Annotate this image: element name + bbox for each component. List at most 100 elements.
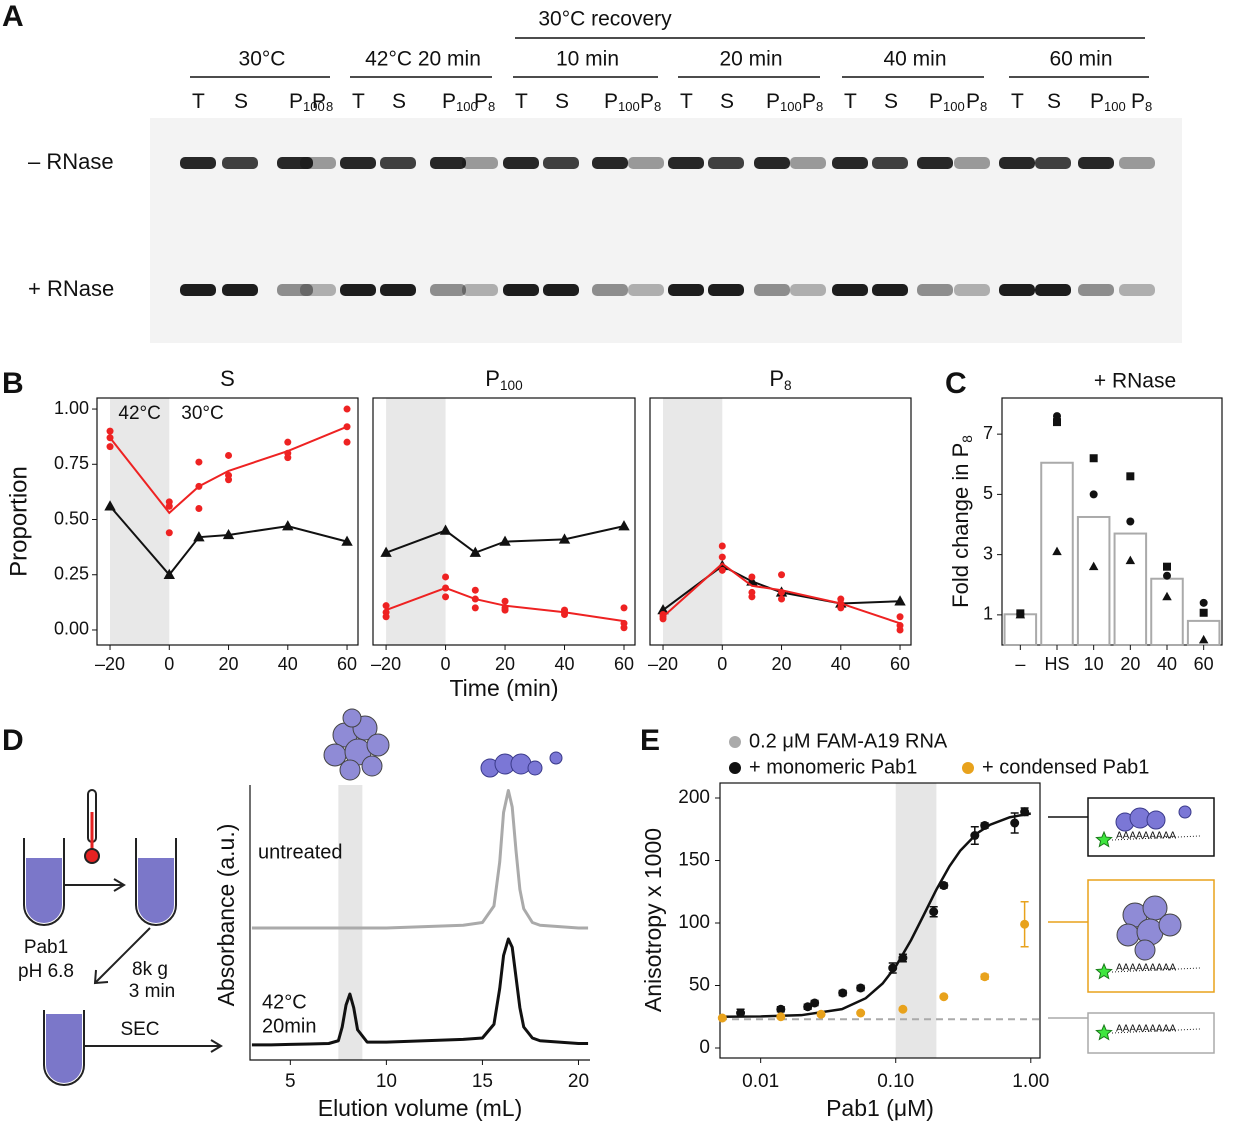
replicate-dot xyxy=(718,542,726,550)
label: S xyxy=(220,366,235,391)
shaded-region xyxy=(110,398,170,645)
gel-band xyxy=(380,284,416,296)
legend-label: 0.2 μM FAM-A19 RNA xyxy=(749,730,948,752)
label-text: Fold change in P xyxy=(948,443,973,608)
x-tick-label: 0.10 xyxy=(877,1071,914,1092)
data-point xyxy=(803,1002,813,1012)
circle-marker xyxy=(1163,571,1171,580)
triangle-marker xyxy=(1088,561,1099,571)
gel-row-label: + RNase xyxy=(28,276,114,301)
gel-band xyxy=(222,157,258,169)
gel-band xyxy=(708,157,744,169)
triangle-marker xyxy=(499,535,511,546)
gel-band xyxy=(430,284,466,296)
gel-group-label: 20 min xyxy=(719,48,782,71)
tube xyxy=(135,838,177,926)
x-tick-label: 40 xyxy=(831,654,851,674)
triangle-marker xyxy=(894,595,906,606)
label: P8 xyxy=(802,90,823,115)
x-tick-label: 15 xyxy=(472,1071,493,1092)
fit-curve xyxy=(719,812,1032,1018)
y-tick-label: 0.00 xyxy=(54,619,89,639)
bar xyxy=(1003,613,1038,647)
data-point xyxy=(816,1009,826,1019)
label-text: T xyxy=(352,90,365,113)
data-point xyxy=(1020,919,1030,929)
replicate-dot xyxy=(284,454,292,462)
data-point xyxy=(776,1012,786,1022)
gel-band xyxy=(954,157,990,169)
label: P8 xyxy=(966,90,987,115)
label-sub: 8 xyxy=(784,378,792,393)
data-point xyxy=(1010,818,1020,828)
x-tick-label: 20 xyxy=(219,654,239,674)
data-point xyxy=(980,821,990,830)
gel-band xyxy=(462,284,498,296)
gel-band xyxy=(1078,157,1114,169)
replicate-dot xyxy=(748,593,756,601)
arrow-head xyxy=(93,969,109,985)
y-tick-label: 100 xyxy=(678,912,710,933)
gel-band xyxy=(754,157,790,169)
condensate-icon xyxy=(323,708,390,781)
bead xyxy=(549,751,563,765)
bar xyxy=(1150,577,1184,646)
square-marker xyxy=(1089,454,1098,463)
panel-label: C xyxy=(945,367,967,400)
y-tick-label: 0.50 xyxy=(54,508,89,528)
triangle-marker xyxy=(439,524,452,535)
label: T xyxy=(680,90,693,113)
replicate-dot xyxy=(501,606,509,614)
label-text: P xyxy=(1131,90,1145,113)
data-point xyxy=(856,983,866,993)
label: P8 xyxy=(769,366,791,393)
legend-label: + monomeric Pab1 xyxy=(749,756,917,778)
replicate-dot xyxy=(225,476,233,484)
gel-band xyxy=(628,284,664,296)
label-text: T xyxy=(844,90,857,113)
annotation: 42°C xyxy=(118,403,160,424)
legend-marker xyxy=(962,762,974,774)
gel-group-label: 42°C 20 min xyxy=(365,48,481,71)
gel-band xyxy=(380,157,416,169)
condensate-icon xyxy=(1116,895,1182,961)
replicate-dot xyxy=(718,566,726,574)
gel-band xyxy=(832,284,868,296)
triangle-marker xyxy=(104,500,116,511)
replicate-dot xyxy=(343,405,351,413)
replicate-dot xyxy=(165,529,173,537)
scheme-label: Pab1 xyxy=(24,937,68,958)
replicate-dot xyxy=(442,573,450,581)
replicate-dot xyxy=(778,571,786,579)
x-tick-label: 40 xyxy=(278,654,298,674)
label: P100 xyxy=(1090,90,1126,115)
label-text: P xyxy=(442,90,456,113)
data-point xyxy=(736,1008,746,1018)
triangle-marker xyxy=(193,531,205,542)
replicate-dot xyxy=(165,502,173,510)
label: P100 xyxy=(604,90,640,115)
label-text: P xyxy=(1090,90,1104,113)
annotation: 30°C xyxy=(181,403,223,424)
gel-group-label: 40 min xyxy=(883,48,946,71)
panel-label: E xyxy=(640,724,660,757)
triangle-marker xyxy=(341,535,353,546)
x-tick-label: 0.01 xyxy=(742,1071,779,1092)
triangle-marker xyxy=(1162,591,1172,601)
gel-band xyxy=(999,284,1035,296)
label-text: P xyxy=(474,90,488,113)
label-text: T xyxy=(1011,90,1024,113)
gel-group-label: 10 min xyxy=(556,48,619,71)
label: P100 xyxy=(485,366,523,393)
replicate-dot xyxy=(471,604,479,612)
gel-band xyxy=(790,157,826,169)
gel-band xyxy=(708,284,744,296)
gel-band xyxy=(872,284,908,296)
gel-band xyxy=(503,157,539,169)
x-tick-label: 40 xyxy=(1157,654,1177,674)
label-sub: 8 xyxy=(1145,99,1152,114)
tube-fill xyxy=(46,1014,82,1083)
x-tick-label: 20 xyxy=(772,654,792,674)
x-tick-label: 60 xyxy=(1194,654,1214,674)
